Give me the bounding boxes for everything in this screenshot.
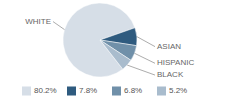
svg-text:5.2%: 5.2% (169, 86, 187, 95)
svg-text:ASIAN: ASIAN (157, 42, 181, 51)
svg-text:6.8%: 6.8% (124, 86, 142, 95)
svg-text:80.2%: 80.2% (34, 86, 57, 95)
svg-text:HISPANIC: HISPANIC (157, 58, 194, 67)
svg-text:BLACK: BLACK (157, 70, 184, 79)
svg-text:WHITE: WHITE (25, 17, 51, 26)
svg-text:7.8%: 7.8% (79, 86, 97, 95)
